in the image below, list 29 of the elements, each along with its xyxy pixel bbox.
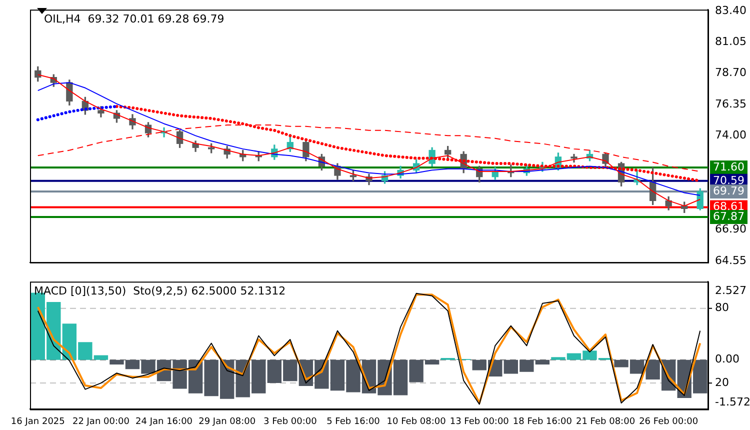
x-tick-label: 16 Jan 2025 (10, 416, 65, 427)
y-tick-label: 64.55 (715, 254, 746, 267)
ref-line-label: 71.60 (713, 160, 744, 174)
y-tick-label: 81.05 (715, 34, 746, 48)
x-tick-label: 13 Feb 00:00 (450, 416, 510, 427)
y-tick-label: 83.40 (715, 4, 746, 17)
x-tick-label: 3 Feb 00:00 (264, 416, 318, 427)
y-tick-label: 80 (715, 301, 729, 314)
ref-line-label: 70.59 (713, 174, 744, 187)
y-tick-label: 78.70 (715, 66, 746, 80)
x-tick-label: 10 Feb 08:00 (386, 416, 446, 427)
y-tick-label: 76.35 (715, 97, 746, 110)
y2-tick-label: 2.527 (715, 284, 746, 297)
x-tick-label: 18 Feb 16:00 (512, 416, 572, 427)
chart-title: OIL,H4 69.32 70.01 69.28 69.79 (44, 12, 224, 26)
ref-line-label: 69.79 (713, 184, 744, 198)
ref-line-label: 67.87 (713, 210, 744, 223)
y-tick-label: 20 (715, 376, 729, 389)
chart-title: MACD [0](13,50) Sto(9,2,5) 62.5000 52.1312 (34, 284, 286, 298)
x-tick-label: 29 Jan 08:00 (198, 416, 256, 427)
y-tick-label: 74.00 (715, 128, 746, 142)
x-tick-label: 21 Feb 08:00 (576, 416, 636, 427)
y2-tick-label: -1.572 (715, 396, 750, 409)
x-tick-label: 24 Jan 16:00 (136, 416, 193, 427)
x-tick-label: 5 Feb 16:00 (326, 416, 380, 427)
x-tick-label: 26 Feb 00:00 (639, 416, 698, 427)
x-tick-label: 22 Jan 00:00 (72, 416, 130, 427)
y2-tick-label: 0.00 (715, 352, 740, 366)
y-tick-label: 66.90 (715, 222, 746, 236)
